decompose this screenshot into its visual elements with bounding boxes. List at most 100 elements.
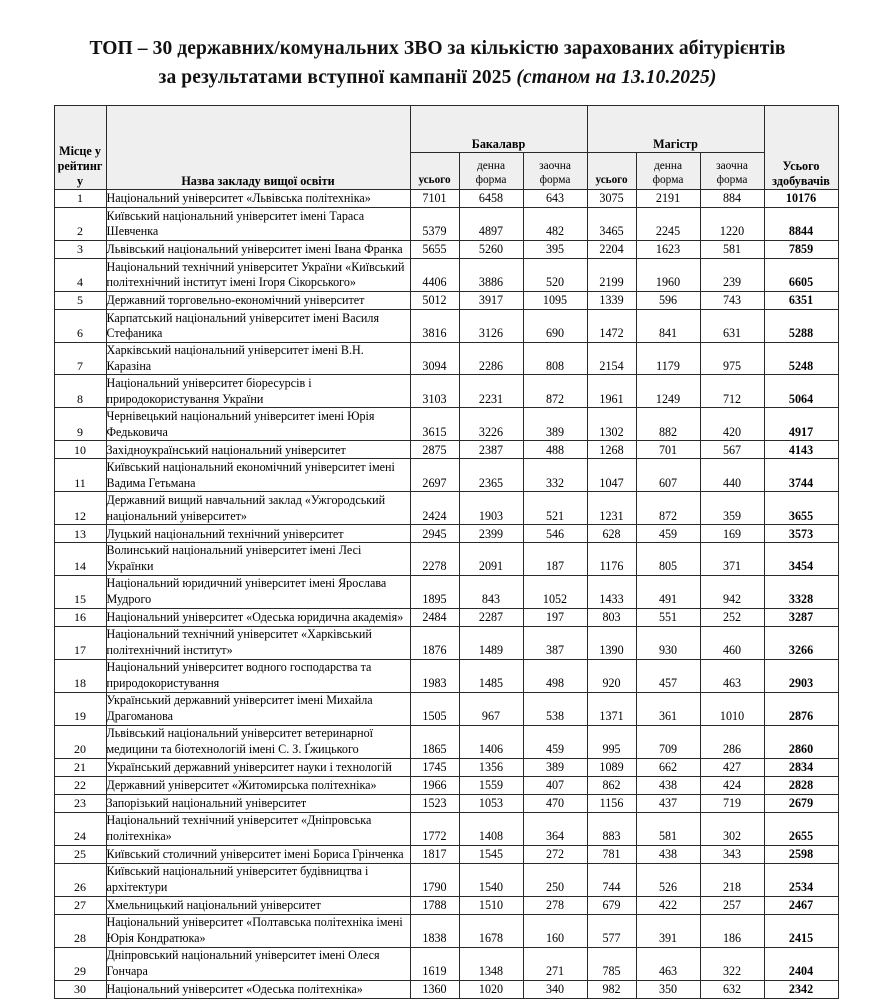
table-row: 7 Харківський національний університет ім…	[53, 342, 839, 376]
table-header-row-primary: Місце у рейтинг у Назва закладу вищої ос…	[53, 105, 839, 191]
cell-bachelor-total: 3094	[409, 342, 460, 376]
column-header-bachelor-daytime-line-1: денна	[476, 160, 506, 173]
cell-bachelor-extramural: 271	[522, 946, 588, 981]
cell-rank-position: 21	[53, 757, 107, 777]
cell-master-total: 803	[586, 607, 637, 627]
cell-grand-total: 6351	[763, 291, 839, 311]
cell-rank-position: 19	[53, 691, 107, 726]
column-header-bachelor-daytime-line-2: форма	[475, 173, 507, 186]
cell-master-total: 1231	[586, 491, 637, 526]
cell-grand-total: 3744	[763, 458, 839, 493]
cell-bachelor-total: 3615	[409, 407, 460, 442]
cell-rank-position: 18	[53, 658, 107, 693]
cell-master-extramural: 1220	[699, 207, 765, 242]
cell-master-total: 2199	[586, 258, 637, 293]
cell-bachelor-daytime: 2231	[458, 374, 524, 409]
cell-master-total: 1302	[586, 407, 637, 442]
cell-master-daytime: 438	[635, 775, 701, 795]
cell-institution-name: Національний юридичний університет імені…	[105, 574, 411, 609]
cell-bachelor-extramural: 521	[522, 491, 588, 526]
page-title-line-2-main: за результатами вступної кампанії 2025	[158, 66, 517, 88]
cell-grand-total: 2598	[763, 844, 839, 864]
cell-bachelor-daytime: 2399	[458, 524, 524, 544]
cell-master-total: 2204	[586, 240, 637, 260]
cell-grand-total: 7859	[763, 240, 839, 260]
cell-bachelor-total: 1865	[409, 724, 460, 759]
cell-master-extramural: 169	[699, 524, 765, 544]
cell-master-daytime: 872	[635, 491, 701, 526]
cell-rank-position: 30	[53, 979, 107, 999]
cell-master-daytime: 491	[635, 574, 701, 609]
cell-bachelor-daytime: 1678	[458, 913, 524, 948]
cell-master-extramural: 712	[699, 374, 765, 409]
cell-rank-position: 1	[53, 189, 107, 209]
cell-grand-total: 2534	[763, 862, 839, 897]
cell-institution-name: Карпатський національний університет іме…	[105, 309, 411, 344]
cell-institution-name: Хмельницький національний університет	[105, 895, 411, 915]
cell-bachelor-daytime: 6458	[458, 189, 524, 209]
cell-bachelor-total: 1619	[409, 946, 460, 981]
table-row: 19 Український державний університет імен…	[53, 691, 839, 726]
cell-rank-position: 2	[53, 207, 107, 242]
column-header-master-extramural-line-1: заочна	[716, 160, 748, 173]
table-row: 1 Національний університет «Львівська пол…	[53, 189, 839, 209]
cell-bachelor-total: 3816	[409, 309, 460, 344]
cell-master-daytime: 526	[635, 862, 701, 897]
table-row: 16 Національний університет «Одеська юрид…	[53, 607, 839, 627]
cell-bachelor-total: 2697	[409, 458, 460, 493]
cell-rank-position: 26	[53, 862, 107, 897]
cell-master-extramural: 1010	[699, 691, 765, 726]
table-row: 5 Державний торговельно-економічний уніве…	[53, 291, 839, 311]
cell-bachelor-daytime: 1903	[458, 491, 524, 526]
table-row: 25 Київський столичний університет імені …	[53, 844, 839, 864]
cell-institution-name: Чернівецький національний університет ім…	[105, 407, 411, 442]
cell-bachelor-daytime: 2286	[458, 342, 524, 376]
cell-bachelor-extramural: 488	[522, 440, 588, 460]
cell-bachelor-extramural: 459	[522, 724, 588, 759]
cell-master-daytime: 701	[635, 440, 701, 460]
cell-grand-total: 3328	[763, 574, 839, 609]
table-row: 26 Київський національний університет буд…	[53, 862, 839, 897]
cell-master-daytime: 1179	[635, 342, 701, 376]
cell-bachelor-extramural: 470	[522, 793, 588, 813]
cell-bachelor-total: 1895	[409, 574, 460, 609]
cell-bachelor-extramural: 1052	[522, 574, 588, 609]
cell-master-total: 2154	[586, 342, 637, 376]
cell-bachelor-total: 2484	[409, 607, 460, 627]
cell-master-total: 1433	[586, 574, 637, 609]
cell-bachelor-extramural: 808	[522, 342, 588, 376]
cell-master-total: 883	[586, 811, 637, 846]
cell-bachelor-extramural: 278	[522, 895, 588, 915]
cell-grand-total: 4917	[763, 407, 839, 442]
cell-institution-name: Національний університет водного господа…	[105, 658, 411, 693]
cell-master-daytime: 391	[635, 913, 701, 948]
cell-grand-total: 2876	[763, 691, 839, 726]
cell-master-total: 1047	[586, 458, 637, 493]
cell-institution-name: Національний університет «Львівська полі…	[105, 189, 411, 209]
column-header-place: Місце у рейтинг у	[53, 105, 107, 191]
table-row: 11 Київський національний економічний уні…	[53, 458, 839, 493]
cell-master-daytime: 1623	[635, 240, 701, 260]
cell-bachelor-extramural: 872	[522, 374, 588, 409]
cell-institution-name: Волинський національний університет імен…	[105, 542, 411, 576]
cell-master-total: 920	[586, 658, 637, 693]
cell-bachelor-daytime: 2387	[458, 440, 524, 460]
cell-bachelor-extramural: 364	[522, 811, 588, 846]
table-row: 27 Хмельницький національний університет 1…	[53, 895, 839, 915]
cell-master-total: 995	[586, 724, 637, 759]
column-header-master-extramural: заочна форма	[699, 152, 765, 191]
table-row: 29 Дніпровський національний університет …	[53, 946, 839, 981]
cell-rank-position: 27	[53, 895, 107, 915]
cell-master-total: 1089	[586, 757, 637, 777]
cell-grand-total: 5064	[763, 374, 839, 409]
cell-grand-total: 2415	[763, 913, 839, 948]
cell-bachelor-daytime: 1559	[458, 775, 524, 795]
cell-bachelor-extramural: 520	[522, 258, 588, 293]
cell-bachelor-daytime: 1540	[458, 862, 524, 897]
cell-master-total: 785	[586, 946, 637, 981]
cell-institution-name: Національний технічний університет Украї…	[105, 258, 411, 293]
cell-master-total: 1961	[586, 374, 637, 409]
cell-grand-total: 2828	[763, 775, 839, 795]
cell-bachelor-daytime: 1545	[458, 844, 524, 864]
cell-bachelor-daytime: 2365	[458, 458, 524, 493]
